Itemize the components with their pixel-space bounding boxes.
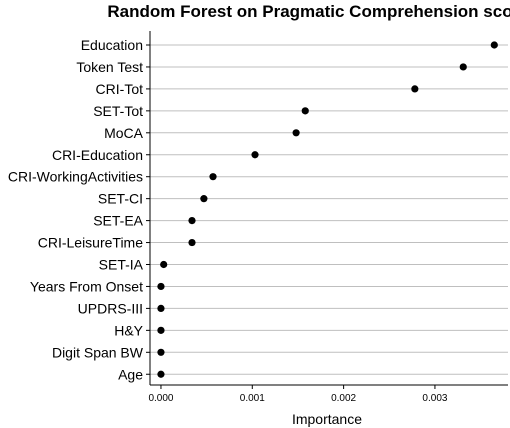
data-point <box>251 151 259 159</box>
x-tick-label: 0.001 <box>240 393 265 404</box>
data-point <box>157 370 165 378</box>
chart-title: Random Forest on Pragmatic Comprehension… <box>107 2 510 21</box>
data-point <box>157 304 165 312</box>
y-tick-label: SET-EA <box>93 213 143 229</box>
data-point <box>188 217 196 225</box>
y-tick-label: CRI-Tot <box>96 81 144 97</box>
y-tick-label: CRI-WorkingActivities <box>8 169 143 185</box>
y-tick-label: SET-IA <box>99 257 144 273</box>
y-tick-label: MoCA <box>104 125 144 141</box>
x-tick-label: 0.000 <box>148 393 173 404</box>
x-axis-label: Importance <box>292 411 362 427</box>
data-point <box>459 63 467 71</box>
data-point <box>188 238 196 247</box>
y-tick-label: H&Y <box>114 322 143 338</box>
data-point <box>200 195 208 203</box>
category-labels: Education Token Test CRI-Tot SET-Tot MoCA CRI… <box>8 37 144 382</box>
data-point <box>301 107 309 115</box>
y-tick-label: UPDRS-III <box>78 300 143 316</box>
y-tick-label: Years From Onset <box>30 278 143 294</box>
x-tick-label: 0.003 <box>422 393 447 404</box>
y-tick-label: CRI-Education <box>52 147 143 163</box>
data-point <box>157 326 165 334</box>
data-point <box>157 282 165 291</box>
data-point <box>292 129 300 137</box>
data-points <box>157 41 498 378</box>
grid-lines <box>150 44 508 375</box>
data-point <box>157 348 165 356</box>
data-point <box>209 173 217 181</box>
y-tick-label: Education <box>81 37 143 53</box>
data-point <box>411 85 419 93</box>
data-point <box>160 260 168 269</box>
y-tick-label: Age <box>118 366 143 382</box>
x-tick-label: 0.002 <box>331 393 356 404</box>
y-tick-label: Digit Span BW <box>52 344 144 360</box>
data-point <box>490 41 498 49</box>
y-tick-label: SET-CI <box>98 191 143 207</box>
y-tick-label: SET-Tot <box>93 103 143 119</box>
axes: 0.000 0.001 0.002 0.003 <box>146 31 508 404</box>
y-tick-label: Token Test <box>76 59 143 75</box>
y-tick-label: CRI-LeisureTime <box>38 235 143 251</box>
